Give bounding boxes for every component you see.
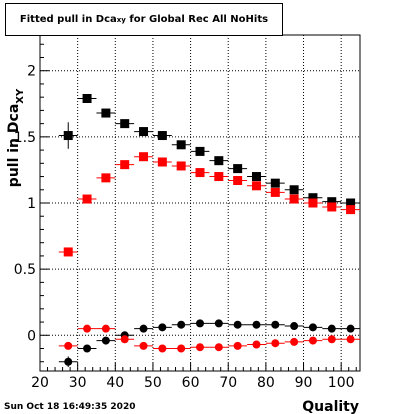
data-point — [233, 176, 243, 186]
data-point — [308, 336, 317, 345]
data-point — [289, 194, 299, 204]
data-point — [327, 335, 336, 344]
data-point — [139, 127, 149, 137]
x-tick-label: 20 — [31, 375, 49, 391]
data-point — [101, 108, 111, 118]
series-group — [58, 324, 360, 353]
data-point — [157, 131, 167, 141]
data-point — [139, 341, 148, 350]
x-tick-label: 60 — [182, 375, 200, 391]
grid-lines — [40, 35, 360, 371]
data-point — [252, 320, 261, 329]
data-point — [290, 337, 299, 346]
x-tick-label: 90 — [295, 375, 313, 391]
data-point — [83, 344, 92, 353]
data-point — [139, 152, 149, 162]
data-point — [346, 198, 356, 208]
chart-title: Fitted pull in Dca xy for Global Rec All … — [5, 3, 283, 36]
y-axis-label: pull in DcaXY — [6, 88, 26, 187]
data-point — [83, 324, 92, 333]
data-point — [64, 357, 73, 366]
x-tick-label: 80 — [257, 375, 275, 391]
data-point — [82, 93, 92, 103]
data-point — [177, 344, 186, 353]
data-point — [271, 320, 280, 329]
data-point — [346, 324, 355, 333]
data-point — [101, 173, 111, 183]
data-point — [308, 198, 318, 208]
data-point — [101, 324, 110, 333]
y-tick-label: 2 — [27, 64, 36, 80]
data-point — [233, 164, 243, 174]
data-point — [101, 336, 110, 345]
data-point — [327, 324, 336, 333]
data-point — [120, 119, 130, 129]
x-tick-label: 50 — [144, 375, 162, 391]
data-point — [195, 168, 205, 178]
data-point — [290, 322, 299, 331]
chart-title-sub: xy — [116, 15, 126, 24]
axes: 20 30 40 50 60 70 80 90 100 0 0.5 1 1.5 2 — [14, 43, 357, 391]
x-axis-label: Quality — [302, 399, 359, 414]
data-point — [346, 205, 356, 215]
data-point — [176, 161, 186, 171]
data-point — [233, 320, 242, 329]
data-point — [196, 343, 204, 352]
data-point — [120, 335, 129, 344]
data-point — [233, 341, 242, 350]
y-tick-label: 0.5 — [14, 262, 36, 278]
data-point — [308, 323, 317, 332]
data-point — [139, 324, 148, 333]
data-point — [63, 131, 73, 141]
x-tick-label: 100 — [328, 375, 355, 391]
data-point — [327, 197, 337, 207]
y-axis-label-sub: XY — [15, 88, 26, 104]
data-point — [251, 181, 261, 191]
chart-title-main: Fitted pull in Dca — [19, 14, 117, 25]
data-point — [196, 319, 204, 328]
series-group — [58, 319, 360, 368]
y-axis-label-main: pull in Dca — [6, 104, 22, 187]
data-point — [270, 178, 280, 188]
data-point — [214, 343, 223, 352]
y-tick-label: 1 — [27, 196, 36, 212]
data-point — [214, 319, 223, 328]
data-point — [251, 172, 261, 182]
data-point — [308, 193, 318, 203]
data-point — [177, 320, 186, 329]
data-point — [176, 140, 186, 150]
timestamp: Sun Oct 18 16:49:35 2020 — [4, 402, 135, 412]
data-point — [82, 194, 92, 204]
data-point — [120, 160, 130, 170]
data-point — [195, 146, 205, 156]
series-group — [58, 93, 360, 208]
x-tick-label: 30 — [69, 375, 87, 391]
data-point — [327, 202, 337, 212]
data-point — [289, 185, 299, 195]
y-tick-label: 0 — [27, 328, 36, 344]
data-point — [271, 339, 280, 348]
data-point — [214, 156, 224, 166]
x-tick-label: 40 — [106, 375, 124, 391]
data-point — [252, 340, 261, 349]
data-point — [158, 323, 167, 332]
data-point — [346, 335, 355, 344]
data-point — [158, 344, 167, 353]
y-tick-label: 1.5 — [14, 130, 36, 146]
data-marks — [58, 93, 360, 368]
x-tick-label: 70 — [219, 375, 237, 391]
data-point — [157, 157, 167, 167]
data-point — [214, 172, 224, 182]
series-group — [58, 152, 360, 257]
data-point — [64, 341, 73, 350]
data-point — [63, 247, 73, 257]
chart-title-suffix: for Global Rec All NoHits — [125, 14, 269, 25]
data-point — [270, 187, 280, 197]
